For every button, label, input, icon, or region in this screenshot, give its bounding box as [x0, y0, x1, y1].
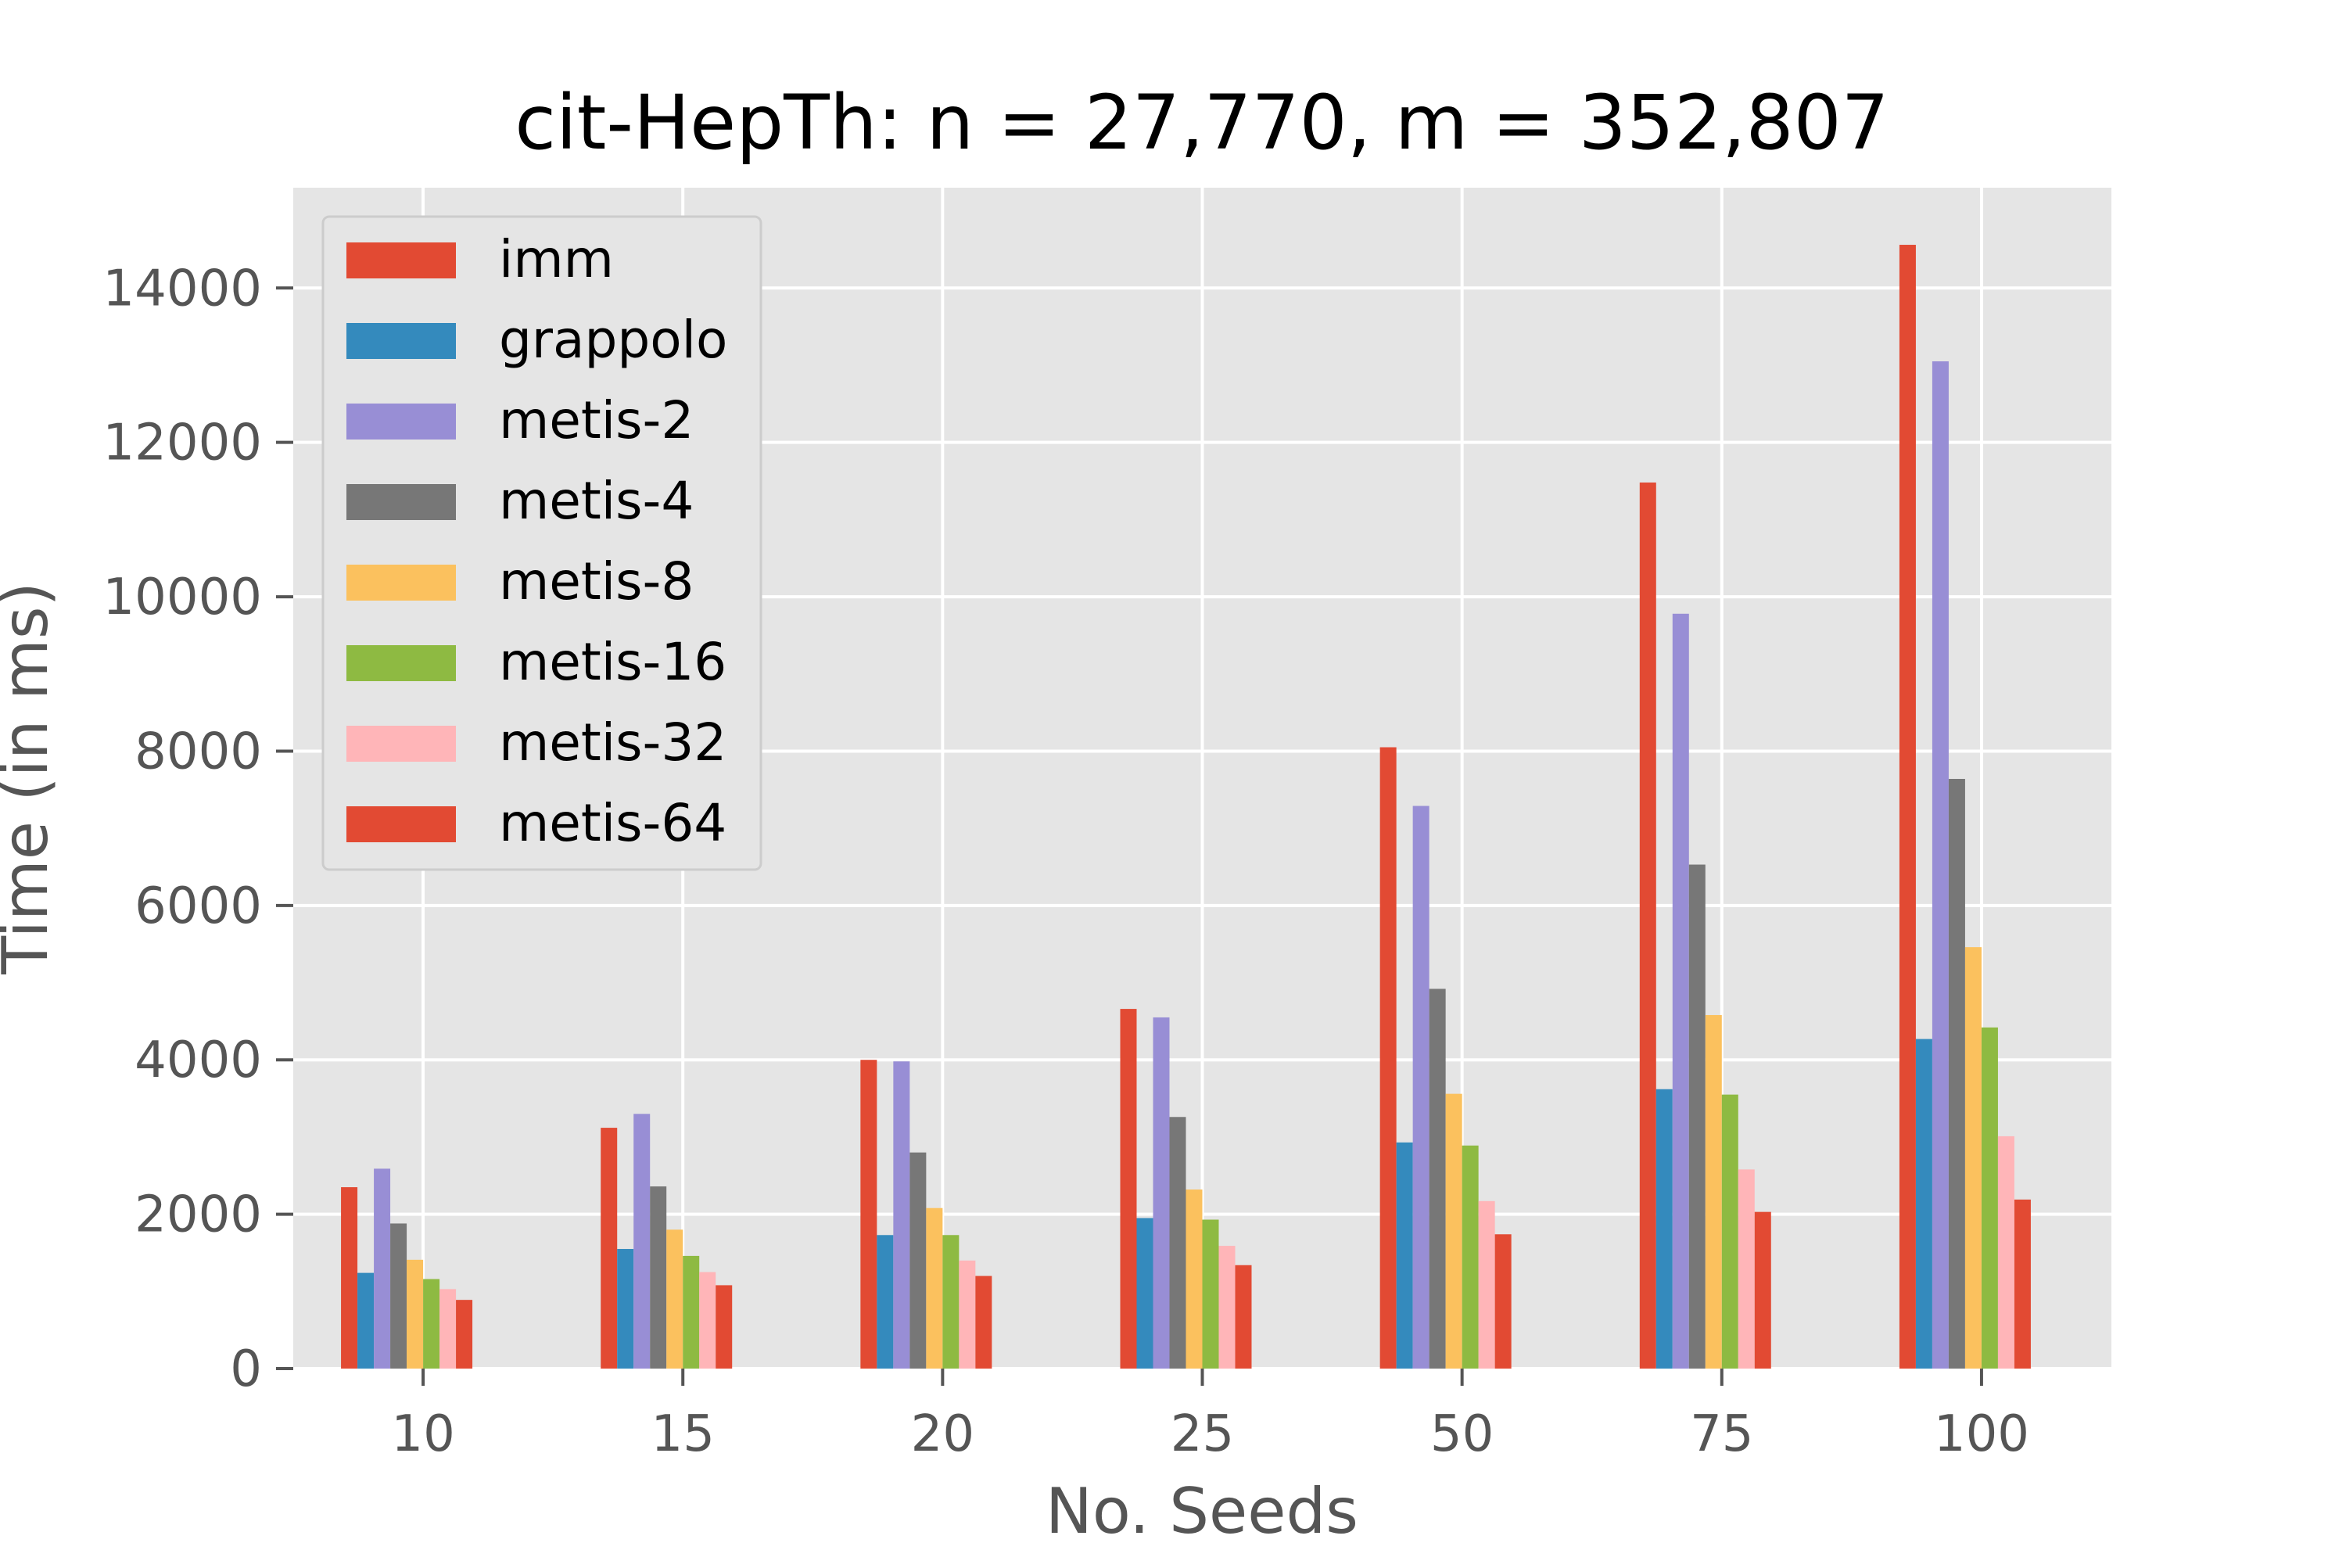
legend-label-grappolo: grappolo — [499, 310, 727, 370]
x-tick-label: 20 — [911, 1405, 974, 1463]
legend-label-imm: imm — [499, 229, 614, 289]
bar-metis-16-20 — [942, 1235, 960, 1369]
bar-metis-32-25 — [1218, 1246, 1236, 1369]
bar-imm-20 — [860, 1060, 877, 1369]
bar-metis-4-10 — [390, 1223, 407, 1369]
bar-metis-2-100 — [1932, 361, 1949, 1369]
legend-label-metis-16: metis-16 — [499, 632, 726, 692]
x-tick-label: 10 — [391, 1405, 454, 1463]
bar-metis-8-15 — [666, 1229, 683, 1369]
bar-metis-16-75 — [1721, 1094, 1738, 1369]
y-tick-label: 2000 — [135, 1186, 262, 1244]
bar-metis-8-20 — [926, 1207, 943, 1369]
bar-imm-50 — [1379, 747, 1397, 1369]
y-tick-label: 4000 — [135, 1032, 262, 1089]
bar-metis-2-25 — [1153, 1017, 1170, 1369]
bar-metis-2-20 — [893, 1061, 910, 1369]
bar-metis-64-100 — [2014, 1199, 2031, 1369]
bar-metis-64-15 — [716, 1285, 733, 1369]
bar-grappolo-15 — [617, 1249, 634, 1369]
bar-grappolo-25 — [1136, 1218, 1153, 1369]
legend-label-metis-4: metis-4 — [499, 471, 694, 531]
y-tick-label: 12000 — [102, 414, 262, 472]
bars — [341, 245, 2031, 1369]
bar-metis-32-15 — [699, 1272, 716, 1369]
x-axis-label: No. Seeds — [1046, 1475, 1358, 1548]
bar-metis-4-100 — [1948, 778, 1965, 1369]
bar-metis-2-10 — [374, 1168, 391, 1369]
bar-metis-4-25 — [1169, 1117, 1186, 1369]
y-tick-label: 6000 — [135, 877, 262, 935]
legend-box — [321, 215, 762, 871]
chart-title: cit-HepTh: n = 27,770, m = 352,807 — [515, 79, 1889, 167]
bar-grappolo-75 — [1655, 1089, 1673, 1369]
x-tick-label: 100 — [1934, 1405, 2029, 1463]
y-tick-label: 14000 — [102, 260, 262, 318]
legend: imm grappolo metis-2 metis-4 metis-8 metis-16… — [321, 215, 762, 871]
bar-metis-8-50 — [1445, 1093, 1462, 1369]
bar-imm-15 — [601, 1128, 618, 1369]
bar-metis-16-50 — [1462, 1145, 1479, 1369]
bar-metis-8-10 — [407, 1259, 424, 1369]
legend-label-metis-32: metis-32 — [499, 712, 726, 773]
legend-swatch-metis-64 — [346, 806, 456, 842]
bar-metis-64-10 — [456, 1300, 473, 1369]
y-tick-label: 10000 — [102, 569, 262, 626]
x-tick-label: 50 — [1430, 1405, 1494, 1463]
bar-metis-32-50 — [1478, 1200, 1495, 1369]
bar-imm-10 — [341, 1187, 358, 1369]
bar-metis-4-50 — [1429, 989, 1446, 1369]
legend-label-metis-2: metis-2 — [499, 390, 694, 450]
bar-metis-2-75 — [1672, 613, 1689, 1369]
bar-grappolo-10 — [357, 1272, 375, 1369]
y-tick-label: 8000 — [135, 723, 262, 780]
bar-metis-64-75 — [1754, 1211, 1771, 1369]
y-axis-label: Time (in ms) — [0, 582, 62, 975]
bar-metis-16-25 — [1202, 1219, 1219, 1369]
legend-swatch-imm — [346, 242, 456, 278]
bar-metis-2-50 — [1412, 806, 1429, 1369]
bar-metis-2-15 — [633, 1114, 651, 1369]
bar-metis-16-100 — [1981, 1027, 1998, 1369]
bar-imm-25 — [1120, 1009, 1137, 1369]
x-tick-label: 25 — [1171, 1405, 1234, 1463]
bar-imm-100 — [1899, 245, 1916, 1369]
bar-metis-8-100 — [1964, 947, 1982, 1369]
legend-swatch-metis-4 — [346, 484, 456, 520]
bar-metis-4-75 — [1688, 864, 1706, 1369]
ticks: 0 2000 4000 6000 8000 10000 12000 14000 10 15 20 25… — [102, 260, 2029, 1463]
x-tick-label: 75 — [1690, 1405, 1753, 1463]
bar-metis-64-50 — [1494, 1234, 1512, 1369]
bar-metis-32-100 — [1997, 1136, 2014, 1369]
bar-metis-64-25 — [1235, 1265, 1252, 1369]
bar-metis-4-15 — [650, 1186, 667, 1369]
bar-metis-32-10 — [439, 1289, 457, 1369]
bar-metis-8-75 — [1705, 1014, 1722, 1369]
bar-grappolo-100 — [1915, 1039, 1932, 1369]
y-tick-label: 0 — [230, 1340, 262, 1398]
bar-metis-4-20 — [909, 1152, 927, 1369]
bar-metis-16-10 — [423, 1279, 440, 1369]
legend-swatch-metis-2 — [346, 404, 456, 440]
legend-swatch-grappolo — [346, 323, 456, 359]
bar-metis-32-20 — [959, 1260, 976, 1369]
legend-swatch-metis-8 — [346, 565, 456, 601]
bar-metis-32-75 — [1738, 1169, 1755, 1369]
bar-metis-16-15 — [683, 1255, 700, 1369]
bar-grappolo-20 — [877, 1235, 894, 1369]
legend-label-metis-64: metis-64 — [499, 793, 726, 853]
bar-grappolo-50 — [1396, 1142, 1413, 1369]
legend-swatch-metis-16 — [346, 645, 456, 681]
legend-swatch-metis-32 — [346, 726, 456, 762]
x-tick-label: 15 — [651, 1405, 714, 1463]
bar-metis-8-25 — [1186, 1189, 1203, 1369]
bar-imm-75 — [1639, 483, 1656, 1369]
bar-metis-64-20 — [975, 1276, 992, 1369]
legend-label-metis-8: metis-8 — [499, 551, 694, 612]
